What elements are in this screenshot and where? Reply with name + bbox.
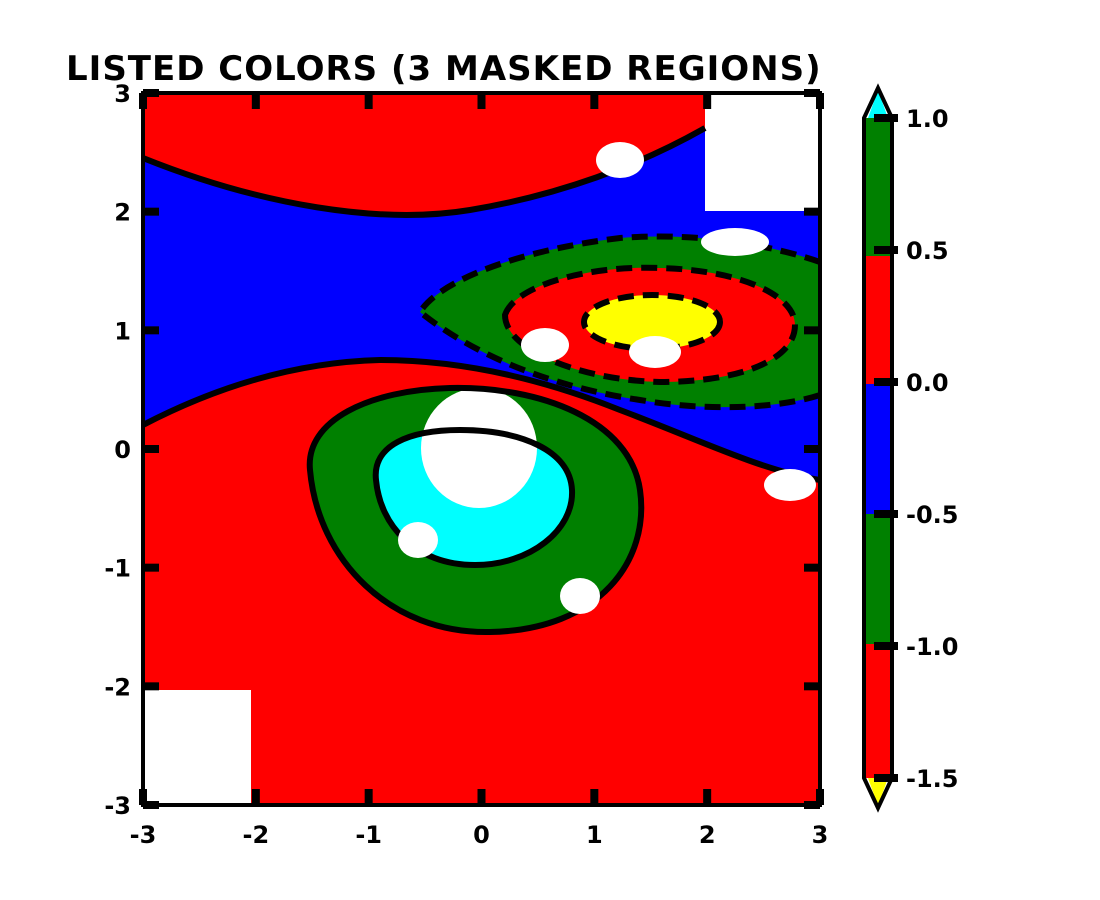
y-tick-mark [804,445,820,453]
colorbar-bottom-extension [868,778,888,806]
contour-line-dashed-outer [416,233,820,411]
colorbar-tick-mark [874,642,898,650]
y-tick-mark [804,682,820,691]
y-tick-label: 3 [114,80,131,108]
x-tick-label: -2 [242,821,269,849]
colorbar-tick-mark [874,114,898,122]
x-tick-mark [590,93,599,109]
masked-region-center [421,388,537,508]
region-yellow-under [584,295,720,349]
colorbar-tick-label: -1.5 [906,765,958,793]
contour-line-dashed-middle [501,264,799,386]
x-tick-label: -1 [355,821,382,849]
x-tick-mark [364,93,373,109]
y-tick-mark [143,801,159,809]
x-tick-mark [139,789,147,805]
y-tick-label: -2 [104,673,131,701]
colorbar-segment-blue [866,384,890,514]
y-tick-mark [804,563,820,572]
colorbar-tick-label: 0.5 [906,237,949,265]
colorbar-tick-mark [874,378,898,386]
y-tick-mark [143,445,159,453]
x-tick-mark [703,789,712,805]
colorbar-tick-label: 0.0 [906,369,949,397]
colorbar-tick-mark [874,246,898,254]
y-tick-mark [143,682,159,691]
colorbar-segment-red-bottom [866,644,890,778]
y-tick-label: -1 [104,555,131,583]
colorbar: 1.0 0.5 0.0 -0.5 -1.0 -1.5 [862,83,958,813]
x-tick-mark [590,789,599,805]
label-blob [764,469,816,501]
x-tick-mark [139,93,147,109]
label-blob [398,522,438,558]
contour-line-lower-outer [306,384,645,636]
colorbar-top-extension [868,90,888,118]
colorbar-tick-label: -0.5 [906,501,958,529]
colorbar-ticks: 1.0 0.5 0.0 -0.5 -1.0 -1.5 [874,105,958,793]
x-tick-label: 2 [699,821,716,849]
x-tick-mark [816,93,824,109]
colorbar-segment-red-top [866,256,890,384]
contour-line-zero-lower [143,356,820,483]
plot-area [143,93,820,805]
label-blob [629,336,681,368]
masked-region-bottom-left [143,690,251,805]
label-blob [701,228,769,256]
colorbar-tick-label: 1.0 [906,105,949,133]
y-tick-mark [143,326,159,335]
y-tick-label: 1 [114,317,131,345]
chart-title: LISTED COLORS (3 MASKED REGIONS) [66,49,822,89]
x-tick-mark [364,789,373,805]
y-tick-label: 2 [114,199,131,227]
y-tick-mark [804,207,820,216]
colorbar-segment-green-bottom [866,514,890,644]
colorbar-tick-mark [874,774,898,782]
x-tick-mark [477,789,486,805]
label-blob [596,142,644,178]
x-tick-mark [816,789,824,805]
y-axis-ticks: -3 -2 -1 0 1 2 3 [104,80,820,820]
y-tick-label: -3 [104,792,131,820]
x-tick-label: 0 [473,821,490,849]
x-tick-label: -3 [130,821,157,849]
x-tick-label: 1 [586,821,603,849]
contour-label-blobs [398,142,816,614]
label-blob [560,578,600,614]
colorbar-tick-mark [874,510,898,518]
y-tick-label: 0 [114,436,131,464]
y-tick-mark [143,563,159,572]
x-tick-mark [703,93,712,109]
y-tick-mark [804,326,820,335]
x-axis-ticks: -3 -2 -1 0 1 2 3 [130,93,829,849]
label-blob [521,328,569,362]
colorbar-segment-green-top [866,118,890,256]
x-tick-mark [477,93,486,109]
y-tick-mark [143,207,159,216]
x-tick-mark [251,789,260,805]
x-tick-label: 3 [812,821,829,849]
x-tick-mark [251,93,260,109]
colorbar-tick-label: -1.0 [906,633,958,661]
y-tick-mark [143,89,159,97]
y-tick-mark [804,801,820,809]
y-tick-mark [804,89,820,97]
masked-region-top-right [705,93,820,211]
